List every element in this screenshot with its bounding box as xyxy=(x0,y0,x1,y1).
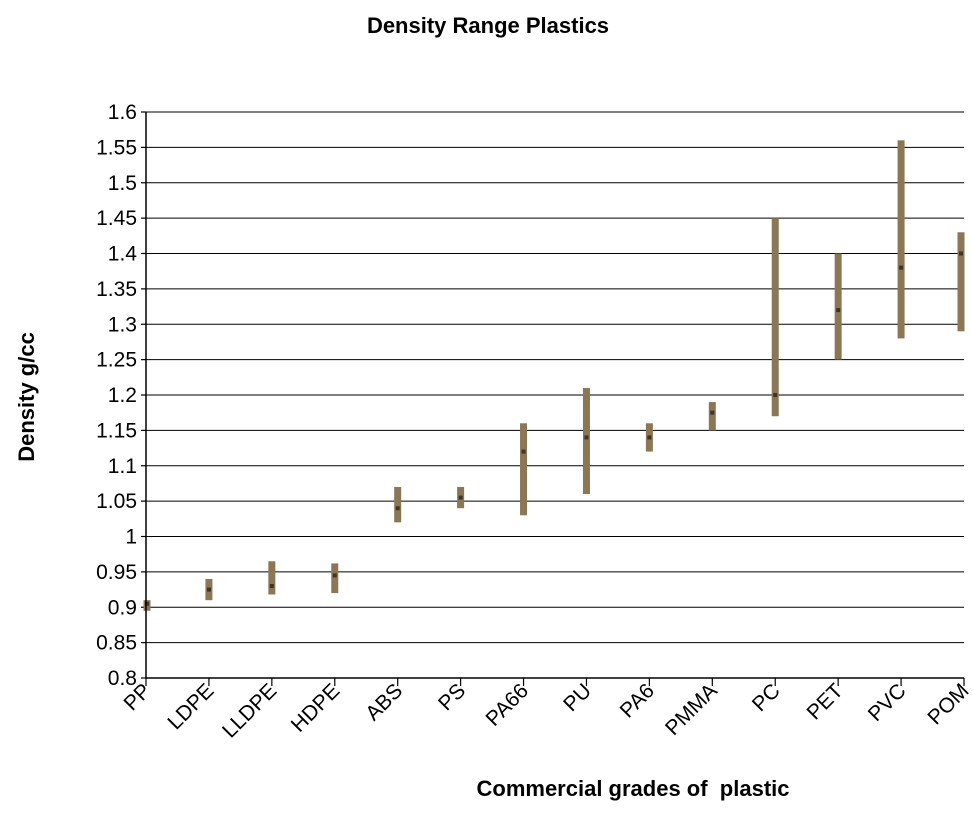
range-bar-pet xyxy=(834,253,842,360)
y-axis-ticks: 0.8 0.85 0.9 0.95 1 1.05 1.1 1.15 1.2 1.25 1.3 1.35… xyxy=(96,101,146,690)
chart-title: Density Range Plastics xyxy=(367,13,609,38)
y-tick-label: 1.5 xyxy=(108,172,137,195)
y-tick-label: 1.2 xyxy=(108,384,137,407)
mid-marker-abs xyxy=(395,506,400,511)
mid-marker-ps xyxy=(458,495,463,500)
y-tick-label: 1.1 xyxy=(108,455,137,478)
range-bar-lldpe xyxy=(268,561,276,595)
range-bar-pvc xyxy=(897,140,905,339)
mid-marker-ldpe xyxy=(206,587,211,592)
mid-marker-pc xyxy=(773,393,778,397)
x-tick-label: ABS xyxy=(361,679,407,725)
mid-marker-pa6 xyxy=(647,435,652,440)
y-tick-label: 0.85 xyxy=(96,632,137,655)
x-tick-label: HDPE xyxy=(287,679,345,737)
mid-marker-pmma xyxy=(710,410,715,415)
range-bar-pa66 xyxy=(520,423,528,516)
x-tick-label: LDPE xyxy=(163,679,218,734)
y-axis-title: Density g/cc xyxy=(14,332,39,462)
x-tick-label: PVC xyxy=(864,679,911,726)
y-tick-label: 1.4 xyxy=(108,243,138,266)
x-tick-label: PA66 xyxy=(482,679,533,730)
mid-marker-pu xyxy=(584,435,589,440)
y-tick-label: 1.55 xyxy=(96,136,137,159)
y-tick-label: 1.15 xyxy=(96,419,137,442)
range-bar-hdpe xyxy=(331,563,339,594)
mid-marker-pvc xyxy=(899,265,904,270)
x-tick-label: PC xyxy=(748,679,785,716)
mid-marker-pa66 xyxy=(521,449,526,454)
mid-marker-pp xyxy=(145,601,149,606)
mid-marker-hdpe xyxy=(332,573,337,578)
x-tick-label: PS xyxy=(434,679,470,715)
y-tick-label: 0.8 xyxy=(108,667,137,690)
x-tick-label: PA6 xyxy=(616,679,659,722)
range-bar-abs xyxy=(394,486,402,523)
range-bars xyxy=(143,140,965,611)
x-tick-label: PET xyxy=(803,679,848,724)
y-tick-label: 1.6 xyxy=(108,101,137,124)
x-axis-ticks: PP LDPE LLDPE HDPE ABS PS PA66 PU PA6 PMMA PC PET PV… xyxy=(119,678,973,743)
range-bar-pmma xyxy=(708,402,716,431)
x-tick-label: PMMA xyxy=(661,679,722,740)
mid-marker-pet xyxy=(836,308,841,313)
y-tick-label: 1.45 xyxy=(96,207,137,230)
y-tick-label: 1.3 xyxy=(108,313,137,336)
y-tick-label: 1 xyxy=(125,526,137,549)
y-tick-label: 1.25 xyxy=(96,349,137,372)
y-tick-label: 1.05 xyxy=(96,490,137,513)
x-tick-label: PU xyxy=(559,679,596,716)
mid-marker-lldpe xyxy=(269,584,274,589)
y-tick-label: 0.9 xyxy=(108,596,137,619)
gridlines xyxy=(146,111,964,679)
x-tick-label: LLDPE xyxy=(218,679,281,742)
range-bar-pom xyxy=(957,232,965,332)
range-bar-pc xyxy=(771,218,779,417)
x-axis-title: Commercial grades of plastic xyxy=(477,776,790,801)
mid-marker-pom xyxy=(959,251,963,256)
x-tick-label: POM xyxy=(923,679,973,729)
range-bar-pu xyxy=(582,387,590,495)
y-tick-label: 0.95 xyxy=(96,561,137,584)
y-tick-label: 1.35 xyxy=(96,278,137,301)
